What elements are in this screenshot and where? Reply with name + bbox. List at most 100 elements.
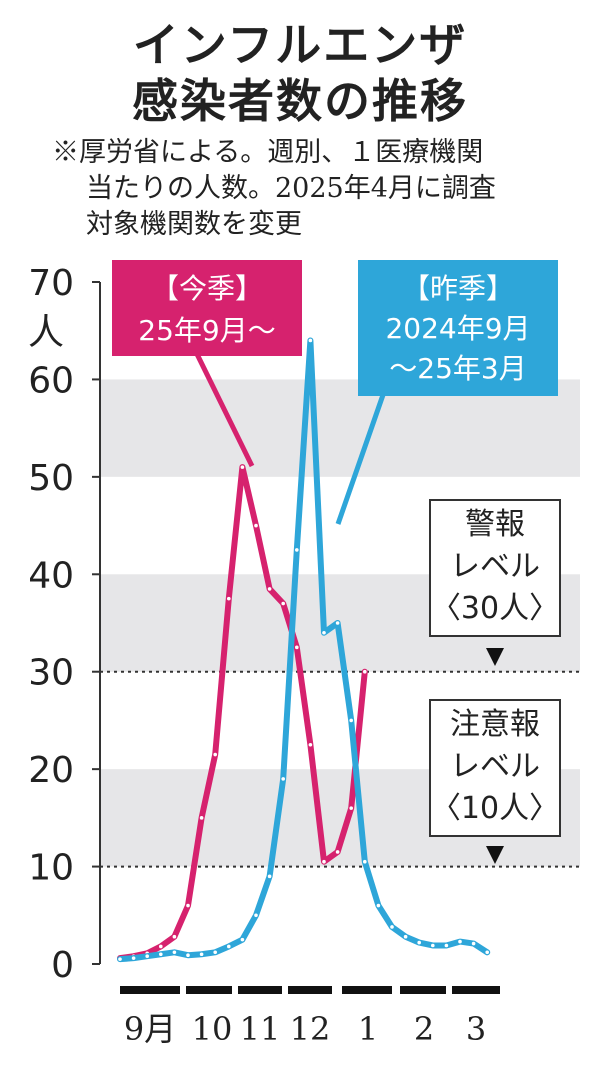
current-season-point [349, 806, 354, 810]
current-label-line-1: 【今季】 [151, 272, 263, 305]
previous-season-point [349, 718, 354, 723]
previous-season-point [267, 874, 272, 879]
previous-season-point [131, 956, 136, 960]
previous-season-point [458, 939, 462, 944]
previous-season-point [145, 954, 149, 959]
previous-label-line-2: 2024年9月 [385, 312, 530, 345]
x-axis: 9月 10 11 12 1 2 3 [120, 986, 500, 1048]
month-bar [120, 986, 180, 994]
month-bar [186, 986, 232, 994]
previous-label-line-1: 【昨季】 [402, 272, 514, 305]
previous-season-point [308, 338, 313, 343]
series-label-previous: 【昨季】 2024年9月 ～25年3月 [335, 260, 558, 525]
month-label: 1 [358, 1010, 378, 1048]
current-season-point [363, 669, 367, 674]
previous-label-box [358, 260, 558, 396]
month-label: 10 [192, 1010, 233, 1048]
month-bar [288, 986, 332, 994]
alert-level-line-1: 警報 [465, 507, 525, 542]
current-season-point [213, 752, 217, 757]
previous-season-point [390, 925, 394, 929]
note-line-2: 当たりの人数。2025年4月に調査 [86, 173, 496, 204]
alert-level-arrow [486, 648, 504, 666]
y-tick-label: 0 [51, 945, 74, 986]
previous-season-point [403, 934, 408, 939]
note-line-1: ※厚労省による。週別、１医療機関 [52, 137, 484, 168]
current-season-point [308, 742, 313, 747]
previous-season-point [199, 952, 204, 957]
month-label: 2 [414, 1010, 434, 1048]
previous-season-point [240, 937, 245, 942]
previous-season-line [117, 337, 491, 963]
current-season-point [267, 587, 272, 591]
previous-season-point [295, 548, 299, 552]
current-label-pointer [193, 350, 255, 468]
note-line-3: 対象機関数を変更 [86, 209, 302, 240]
previous-season-point [172, 950, 177, 955]
current-season-point [322, 859, 326, 864]
previous-season-point [471, 941, 476, 946]
previous-season-point [485, 950, 490, 955]
warning-level-line-1: 注意報 [450, 707, 540, 742]
warning-level-arrow [486, 846, 504, 864]
current-season-point [186, 903, 190, 908]
current-season-point [281, 601, 286, 606]
y-tick-label: 50 [28, 458, 74, 499]
previous-label-line-3: ～25年3月 [389, 352, 526, 385]
threshold-lines [100, 670, 580, 868]
y-tick-label: 30 [28, 653, 74, 694]
current-season-point [254, 523, 258, 528]
y-tick-label: 60 [28, 360, 74, 401]
current-season-point [295, 645, 299, 650]
series-lines [117, 337, 491, 963]
month-label: 3 [466, 1010, 486, 1048]
current-season-point [335, 850, 340, 854]
series-label-current: 【今季】 25年9月～ [112, 260, 302, 468]
previous-season-point [431, 943, 435, 948]
warning-level-box: 注意報 レベル 〈10人〉 [429, 699, 561, 864]
y-tick-label: 20 [28, 750, 74, 791]
chart-title-line-2: 感染者数の推移 [132, 74, 468, 128]
previous-season-point [159, 952, 163, 957]
previous-label-pointer [335, 391, 387, 525]
alert-level-box: 警報 レベル 〈30人〉 [429, 499, 561, 666]
y-tick-label: 10 [28, 848, 74, 889]
previous-season-point [186, 953, 190, 958]
alert-level-frame [429, 499, 561, 637]
current-season-point [240, 465, 245, 469]
y-tick-label: 40 [28, 555, 74, 596]
current-season-point [159, 944, 163, 949]
previous-season-point [363, 859, 367, 864]
previous-season-point [376, 903, 381, 908]
previous-season-point [213, 950, 217, 955]
previous-season-point [281, 777, 286, 781]
current-season-point [199, 816, 204, 820]
previous-season-point [335, 621, 340, 625]
y-axis: 人 0 10 20 30 40 50 60 70 [28, 263, 101, 986]
current-label-line-2: 25年9月～ [138, 314, 275, 347]
month-bar [342, 986, 392, 994]
alert-level-line-2: レベル [450, 549, 540, 584]
current-season-point [227, 596, 231, 601]
current-season-point [172, 934, 177, 939]
alert-level-line-3: 〈30人〉 [431, 591, 559, 626]
previous-season-point [322, 630, 326, 635]
month-label: 12 [290, 1010, 331, 1048]
month-bar [400, 986, 446, 994]
previous-season-point [417, 940, 422, 945]
month-bar [238, 986, 282, 994]
y-tick-label: 70 [28, 263, 74, 304]
month-label: 11 [240, 1010, 281, 1048]
previous-season-point [227, 944, 231, 949]
previous-season-point [254, 913, 258, 918]
warning-level-line-3: 〈10人〉 [431, 791, 559, 826]
month-bar [452, 986, 500, 994]
current-label-box [112, 260, 302, 356]
warning-level-frame [429, 699, 561, 837]
chart-title-line-1: インフルエンザ [132, 18, 468, 72]
previous-season-point [118, 957, 122, 961]
month-label: 9月 [124, 1010, 176, 1048]
previous-season-point [444, 943, 449, 948]
current-season-line [117, 464, 368, 962]
